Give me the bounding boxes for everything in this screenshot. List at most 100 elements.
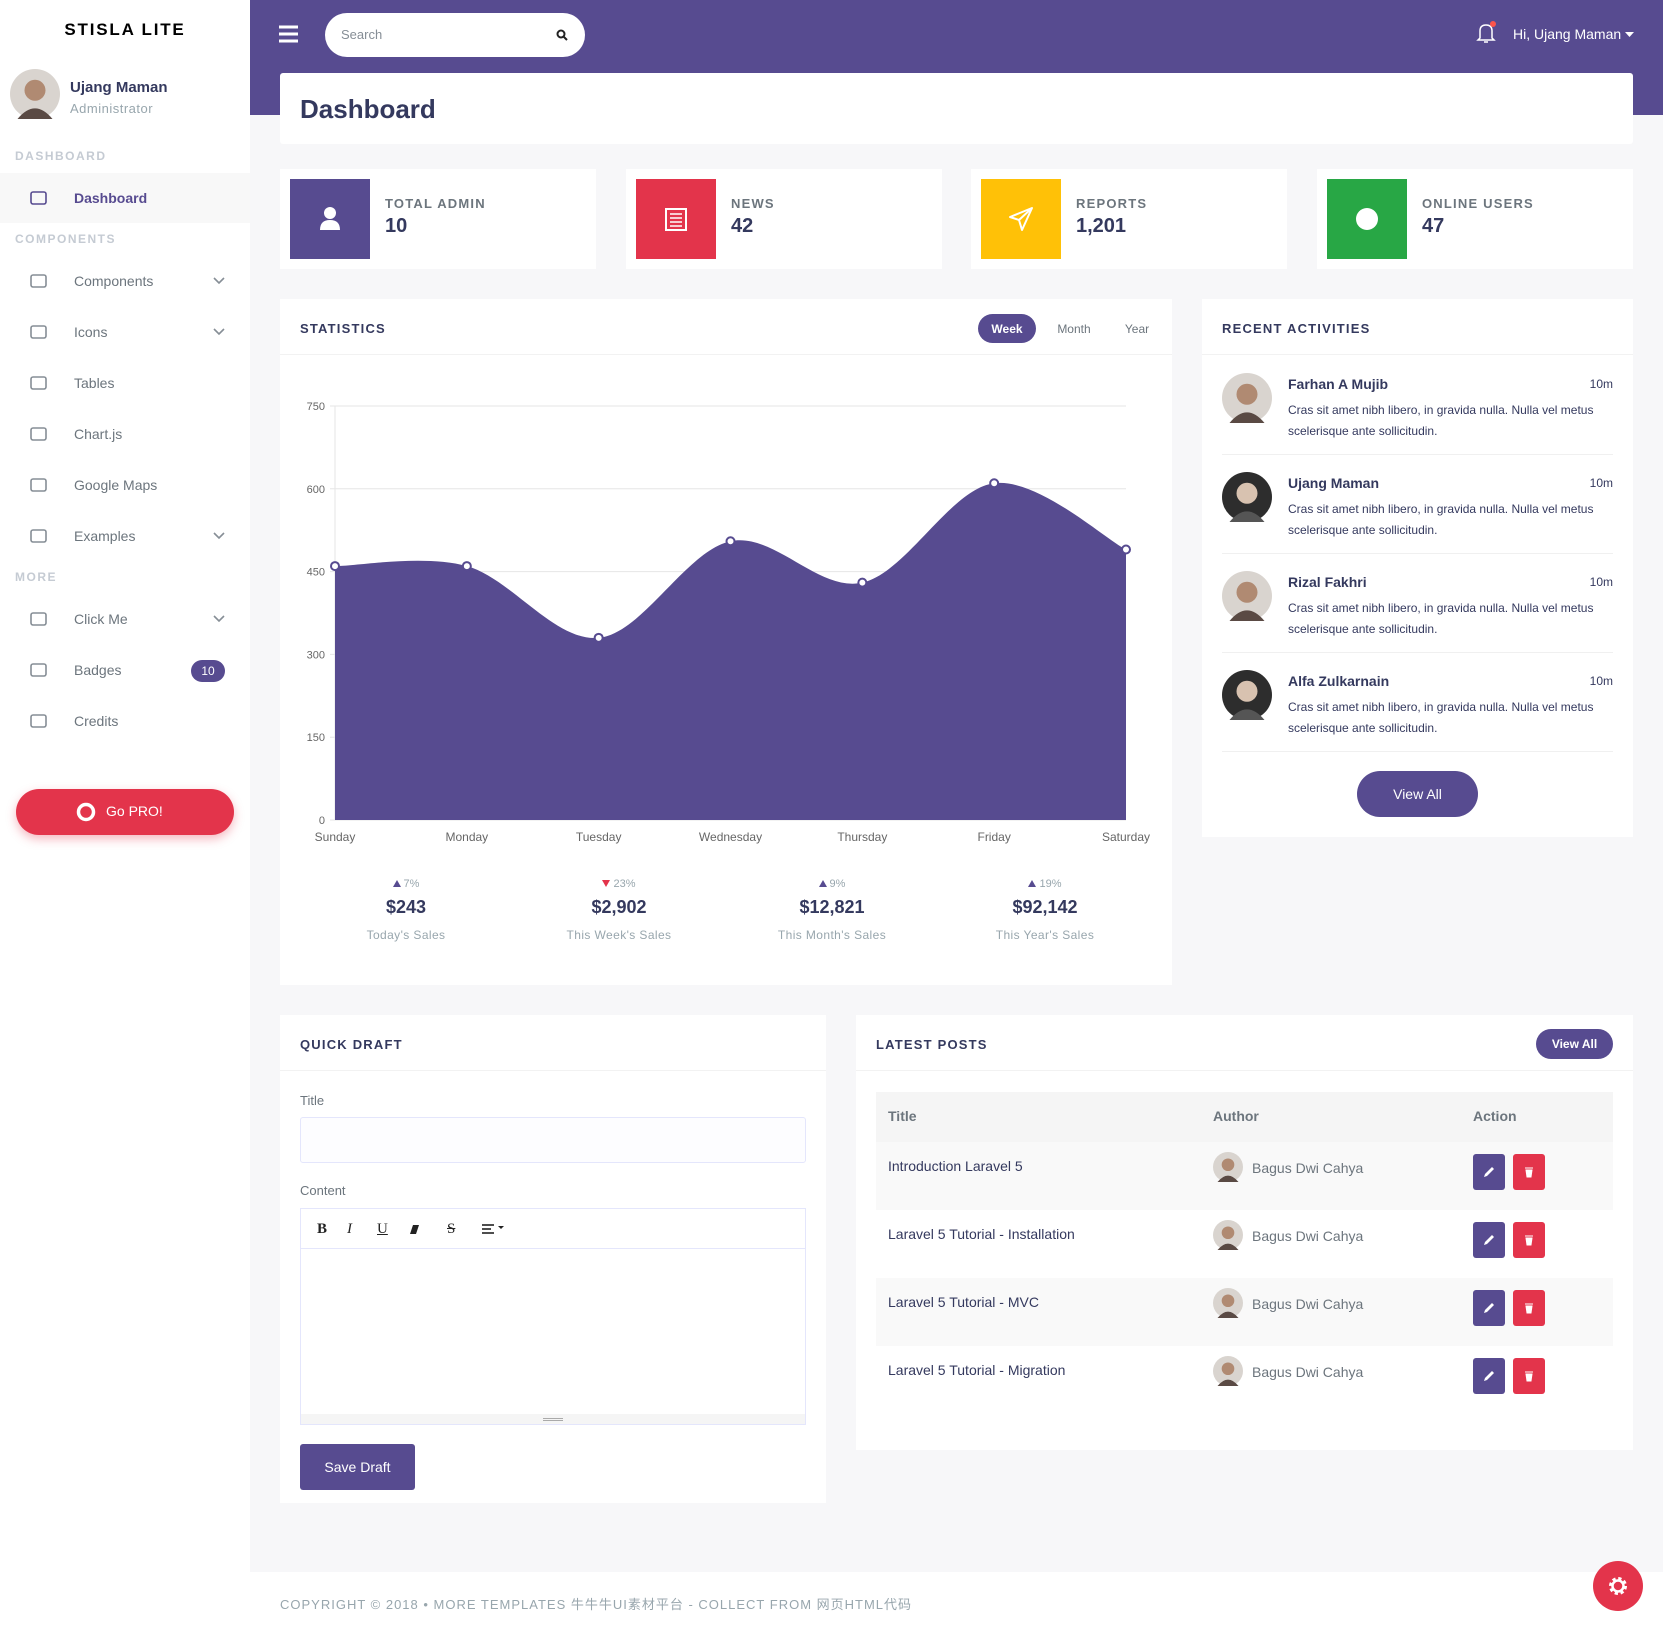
divider <box>1222 751 1613 752</box>
activity-time: 10m <box>1589 476 1613 490</box>
menu-item[interactable]: Dashboard <box>0 173 250 223</box>
chevron-path <box>213 328 225 336</box>
stat-card: ONLINE USERS 47 <box>1317 169 1633 269</box>
brand: STISLA LITE <box>64 20 186 39</box>
trash-icon <box>1525 1235 1533 1246</box>
menu-item[interactable]: Credits <box>0 696 250 746</box>
icon-handle <box>562 35 568 41</box>
stat-value: 10 <box>385 215 408 237</box>
menu-item[interactable]: Examples <box>0 511 250 561</box>
delete-button[interactable] <box>1513 1154 1545 1190</box>
pencil-icon <box>1484 1303 1494 1313</box>
edit-button[interactable] <box>1473 1154 1505 1190</box>
menu-icon <box>30 325 47 339</box>
activity-text: Cras sit amet nibh libero, in gravida nu… <box>1288 700 1594 735</box>
sales-change: 9% <box>772 878 892 890</box>
hamburger[interactable] <box>279 24 299 44</box>
sales-amount: $2,902 <box>591 897 647 917</box>
avatar-head <box>1221 1158 1235 1172</box>
icon-shape <box>30 529 47 543</box>
x-tick-label: Saturday <box>1102 830 1150 844</box>
menu-header: MORE <box>15 570 57 584</box>
go-pro-button[interactable]: Go PRO! <box>16 789 234 835</box>
activity-time: 10m <box>1589 377 1613 391</box>
view-all-button[interactable]: View All <box>1536 1029 1613 1059</box>
trend-arrow <box>818 880 827 887</box>
edit-button[interactable] <box>1473 1222 1505 1258</box>
icon-shape <box>1525 1167 1533 1178</box>
search-box[interactable]: Search <box>325 13 585 57</box>
stat-icon-box <box>981 179 1061 259</box>
menu-item[interactable]: Badges 10 <box>0 645 250 695</box>
stat-card: NEWS 42 <box>626 169 942 269</box>
avatar <box>1222 670 1272 720</box>
tab-label: Month <box>1057 322 1091 336</box>
menu-item[interactable]: Click Me <box>0 594 250 644</box>
chevron-path <box>213 615 225 623</box>
stat-value: 1,201 <box>1076 215 1127 237</box>
menu-item[interactable]: Chart.js <box>0 409 250 459</box>
footer-band <box>250 1572 1663 1625</box>
delete-button[interactable] <box>1513 1290 1545 1326</box>
notification-bell[interactable] <box>1474 20 1498 46</box>
change-value: 23% <box>613 878 636 890</box>
column-header: Action <box>1473 1108 1517 1124</box>
sales-label: Today's Sales <box>366 928 446 942</box>
avatar-body <box>17 108 53 119</box>
stat-icon-box <box>636 179 716 259</box>
tab[interactable]: Year <box>1112 314 1162 343</box>
post-title: Laravel 5 Tutorial - MVC <box>888 1294 1039 1310</box>
sales-amount: $12,821 <box>799 897 865 917</box>
post-author: Bagus Dwi Cahya <box>1252 1364 1364 1380</box>
y-tick-label: 750 <box>307 401 325 413</box>
chevron <box>213 328 225 336</box>
delete-button[interactable] <box>1513 1358 1545 1394</box>
icon-shape <box>1525 1303 1533 1314</box>
avatar <box>1213 1152 1243 1182</box>
menu-item[interactable]: Google Maps <box>0 460 250 510</box>
menu-item[interactable]: Icons <box>0 307 250 357</box>
button-label: View All <box>1393 786 1442 802</box>
avatar <box>1222 373 1272 423</box>
hamburger-bar <box>279 39 298 43</box>
toolbar-button[interactable]: U <box>377 1221 388 1237</box>
edit-button[interactable] <box>1473 1358 1505 1394</box>
x-tick-label: Monday <box>445 830 488 844</box>
icon-shape <box>30 191 47 205</box>
menu-item[interactable]: Tables <box>0 358 250 408</box>
tab[interactable]: Week <box>978 314 1036 343</box>
toolbar-button[interactable]: B <box>317 1221 328 1237</box>
avatar <box>1213 1288 1243 1318</box>
statistics-card: STATISTICS Week Month Year 0 150 300 450 600 750 S… <box>280 299 1172 985</box>
divider <box>1222 454 1613 455</box>
chevron-path <box>213 532 225 540</box>
save-draft-button[interactable]: Save Draft <box>300 1444 415 1490</box>
menu-item[interactable]: Components <box>0 256 250 306</box>
sales-label: This Week's Sales <box>566 928 672 942</box>
toolbar-button[interactable]: S <box>447 1221 456 1237</box>
toolbar-button[interactable]: I <box>347 1221 352 1237</box>
settings-button[interactable] <box>1593 1561 1643 1611</box>
avatar-body <box>1229 709 1265 720</box>
title-input[interactable] <box>300 1117 806 1163</box>
avatar <box>1222 472 1272 522</box>
avatar-head <box>1221 1294 1235 1308</box>
chart: 0 150 300 450 600 750 Sunday Monday Tuesday Wedne… <box>307 401 1150 844</box>
avatar-body <box>1217 1175 1239 1182</box>
x-tick-label: Thursday <box>837 830 887 844</box>
icon-lens <box>556 29 566 39</box>
x-tick-label: Sunday <box>315 830 356 844</box>
delete-button[interactable] <box>1513 1222 1545 1258</box>
tab[interactable]: Month <box>1042 314 1106 343</box>
user-dropdown[interactable]: Hi, Ujang Maman <box>1513 26 1635 46</box>
icon-shape <box>30 376 47 390</box>
x-tick-label: Tuesday <box>576 830 622 844</box>
avatar-body <box>1217 1311 1239 1318</box>
column-header: Author <box>1213 1108 1259 1124</box>
card-title: LATEST POSTS <box>876 1037 988 1052</box>
search-placeholder: Search <box>341 27 383 42</box>
view-all-button[interactable]: View All <box>1357 771 1478 817</box>
edit-button[interactable] <box>1473 1290 1505 1326</box>
divider <box>856 1070 1633 1071</box>
